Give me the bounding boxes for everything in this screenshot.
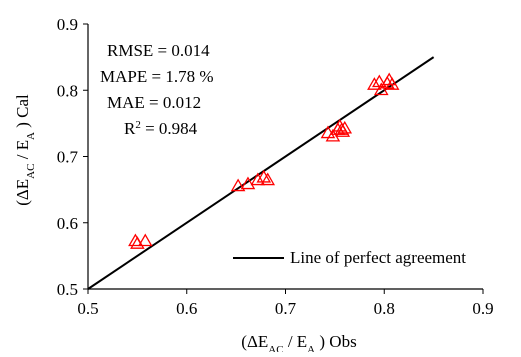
stat-r2-main: R [124, 119, 136, 138]
data-point-triangle [337, 120, 353, 134]
perfect-agreement-line-group [87, 56, 435, 290]
data-point-triangle [240, 176, 256, 190]
stat-mape: MAPE = 1.78 % [100, 67, 213, 86]
y-tick-label: 0.6 [57, 214, 78, 233]
y-axis-title-sub1: AC [25, 164, 37, 179]
y-axis-title: (ΔEAC / EA ) Cal [13, 94, 37, 206]
y-tick-label: 0.7 [57, 148, 79, 167]
stat-mae: MAE = 0.012 [107, 93, 201, 112]
stat-r2: R2 = 0.984 [124, 119, 198, 138]
x-axis-title-tail: ) Obs [315, 332, 357, 351]
y-axis-title-sub2: A [25, 132, 37, 140]
data-point-triangle [250, 172, 266, 186]
y-axis-title-tail: ) Cal [13, 94, 32, 132]
x-tick-label: 0.6 [176, 299, 197, 318]
perfect-agreement-line [87, 56, 435, 290]
y-tick-label: 0.8 [57, 81, 78, 100]
data-point-triangle [373, 82, 389, 96]
y-tick-label: 0.5 [57, 280, 78, 299]
data-point-triangle [384, 77, 400, 90]
data-point-triangle [260, 172, 276, 186]
x-tick-label: 0.7 [275, 299, 297, 318]
y-tick-label: 0.9 [57, 15, 78, 34]
x-tick-label: 0.9 [472, 299, 493, 318]
legend-label: Line of perfect agreement [290, 248, 466, 267]
legend: Line of perfect agreement [233, 248, 466, 267]
axes [83, 23, 484, 294]
y-axis-title-mid: / E [13, 140, 32, 164]
data-points [128, 72, 400, 249]
y-axis-title-main: (ΔE [13, 179, 32, 206]
x-axis-title-sub2: A [307, 344, 315, 352]
x-axis-title: (ΔEAC / EA ) Obs [241, 332, 356, 352]
x-tick-label: 0.5 [77, 299, 98, 318]
x-axis-title-main: (ΔE [241, 332, 268, 351]
data-point-triangle [325, 128, 341, 142]
statistics-box: RMSE = 0.014 MAPE = 1.78 % MAE = 0.012 R… [100, 41, 213, 138]
x-axis-title-mid: / E [284, 332, 308, 351]
stat-r2-sup: 2 [135, 119, 141, 131]
data-point-triangle [367, 77, 382, 90]
tick-labels: 0.5 0.6 0.7 0.8 0.9 0.5 0.6 0.7 0.8 0.9 [57, 15, 494, 318]
data-point-triangle [230, 178, 246, 192]
stat-rmse: RMSE = 0.014 [107, 41, 210, 60]
x-axis-title-sub1: AC [268, 344, 283, 352]
data-point-triangle [137, 233, 153, 247]
stat-r2-value: = 0.984 [141, 119, 198, 138]
x-tick-label: 0.8 [374, 299, 395, 318]
